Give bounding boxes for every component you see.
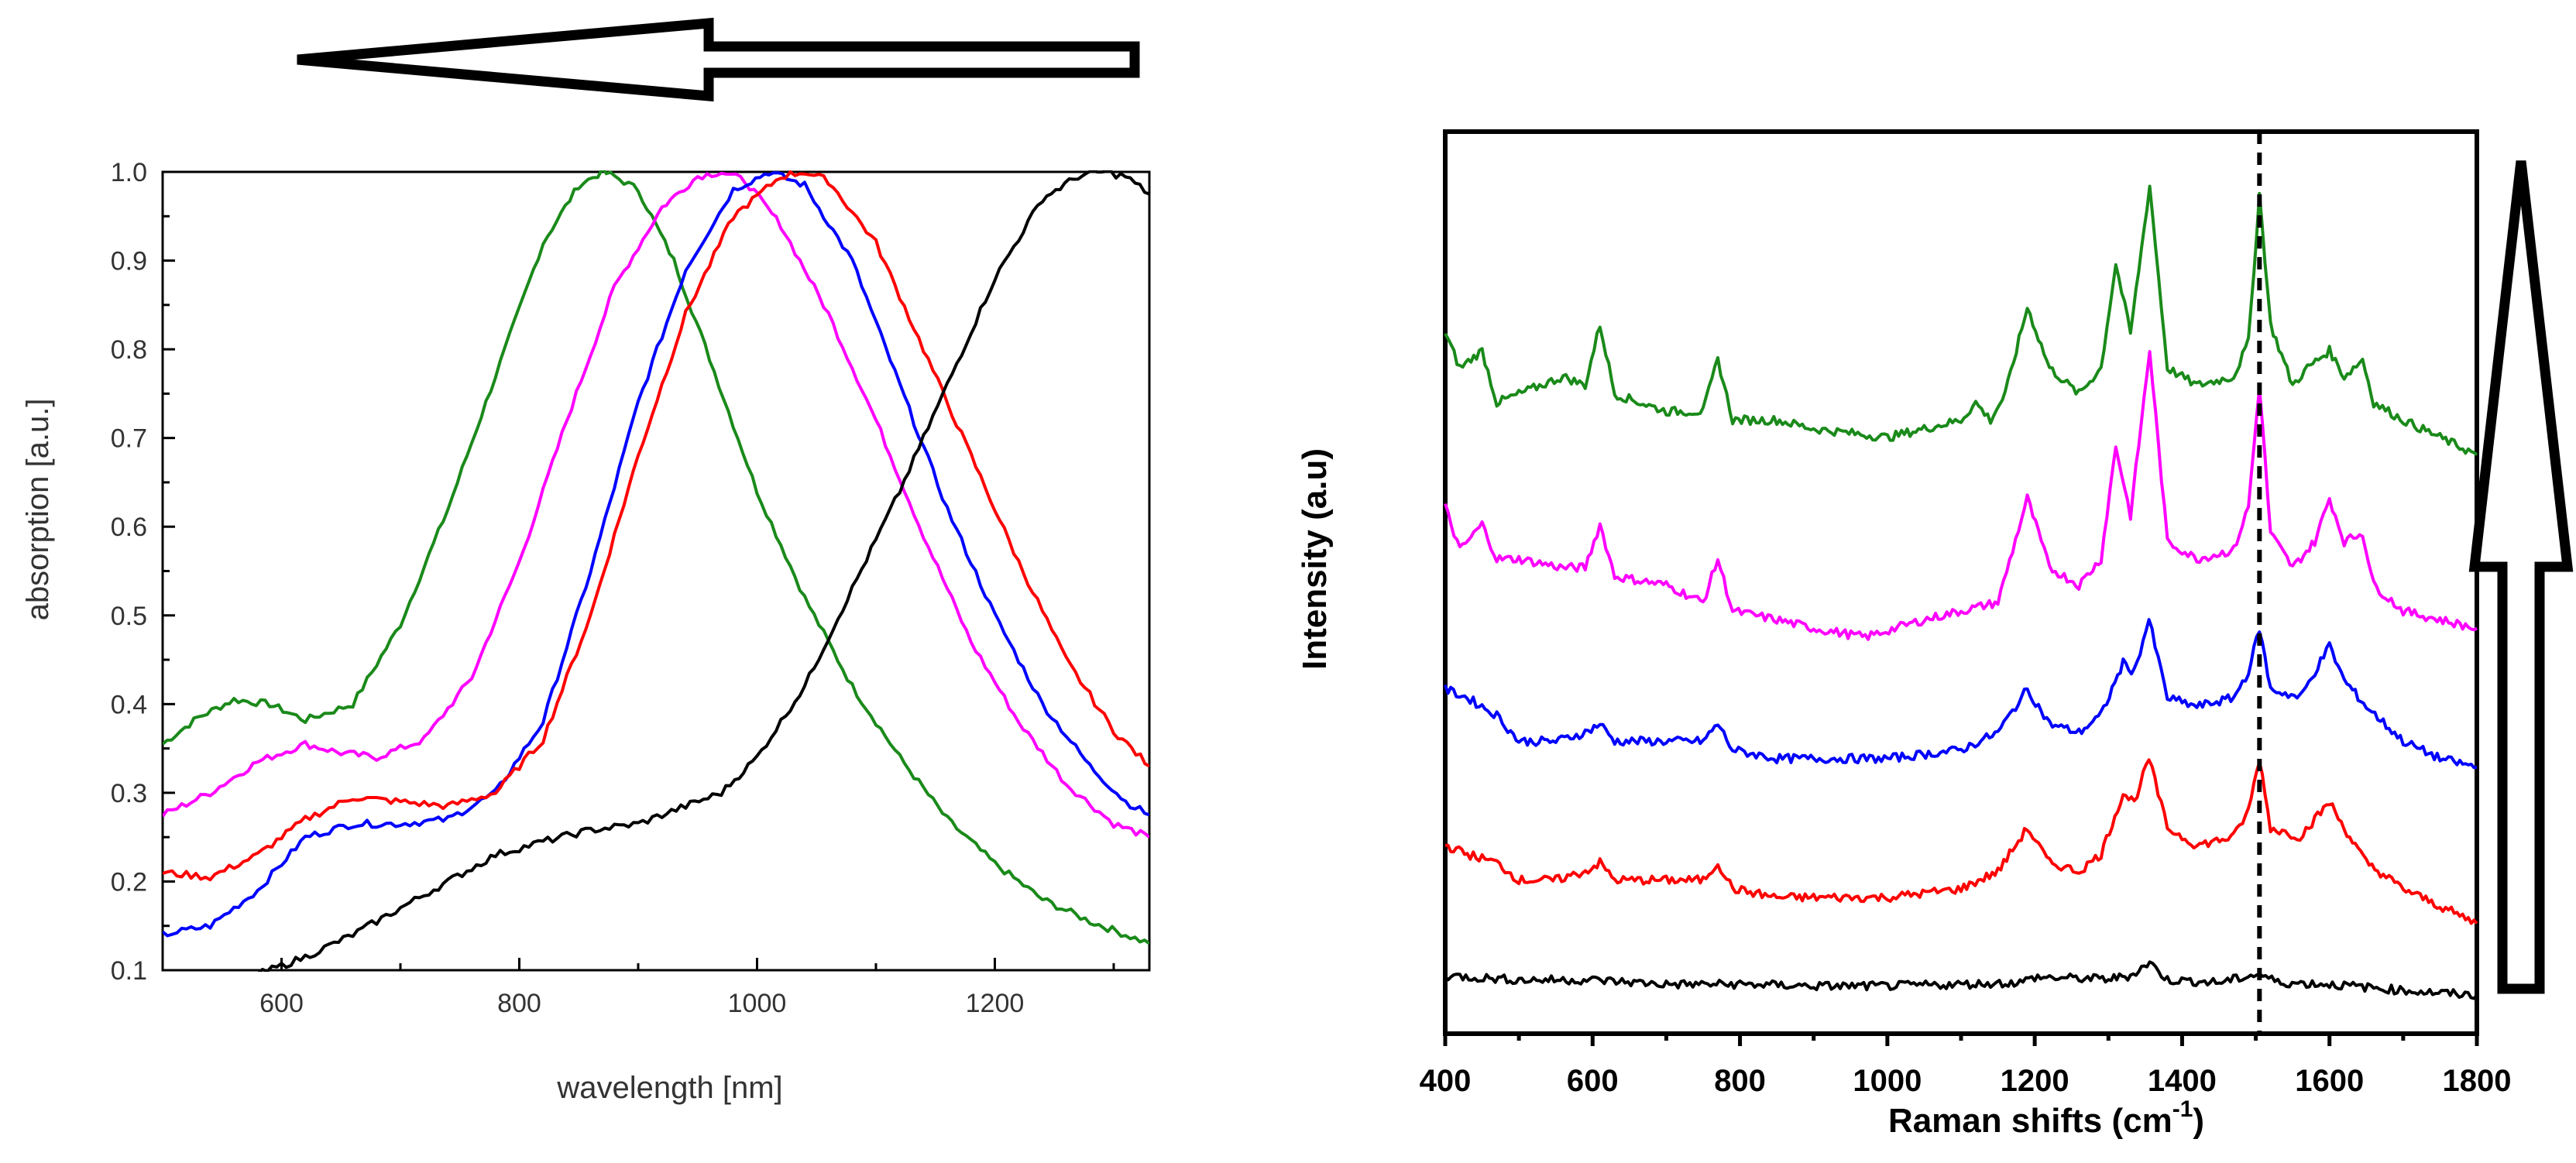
absorption-series-red: [163, 170, 1149, 882]
absorption-y-tick-label: 0.6: [111, 513, 147, 542]
left-arrow-icon: [297, 17, 1140, 102]
absorption-y-tick-label: 0.5: [111, 602, 147, 631]
absorption-series-group: [163, 170, 1149, 972]
absorption-y-tick-label: 0.1: [111, 956, 147, 986]
raman-x-tick-label: 400: [1420, 1064, 1472, 1098]
raman-chart-frame: [1443, 129, 2479, 1036]
absorption-x-tick-label: 1200: [966, 989, 1025, 1018]
raman-series-red: [1444, 758, 2478, 925]
raman-series-green: [1444, 184, 2478, 456]
absorption-y-tick-label: 0.9: [111, 247, 147, 276]
absorption-series-magenta: [163, 171, 1149, 839]
raman-x-tick-label: 1000: [1853, 1064, 1922, 1098]
raman-series-black: [1444, 960, 2478, 1000]
raman-chart-axes: [1443, 129, 2479, 1036]
raman-series-magenta: [1444, 350, 2478, 641]
raman-x-tick-label: 1600: [2295, 1064, 2364, 1098]
absorption-y-tick-label: 0.2: [111, 867, 147, 897]
absorption-y-axis-label: absorption [a.u.]: [21, 399, 55, 621]
raman-x-axis-label-superscript: -1: [2172, 1096, 2193, 1122]
absorption-series-green: [163, 170, 1149, 945]
raman-series-blue: [1444, 618, 2478, 770]
absorption-series-blue: [163, 171, 1149, 938]
raman-x-tick-label: 1800: [2443, 1064, 2512, 1098]
absorption-x-tick-label: 600: [259, 989, 304, 1018]
raman-x-tick-label: 1400: [2148, 1064, 2217, 1098]
absorption-y-tick-label: 0.7: [111, 424, 147, 454]
raman-x-axis-label-suffix: ): [2193, 1102, 2204, 1140]
absorption-x-axis-label: wavelength [nm]: [556, 1071, 782, 1105]
absorption-x-axis: 600 800 1000 1200: [259, 958, 1115, 1018]
raman-x-axis-label-main: Raman shifts (cm: [1888, 1102, 2172, 1140]
absorption-y-tick-label: 1.0: [111, 158, 147, 187]
raman-x-tick-label: 1200: [2001, 1064, 2069, 1098]
absorption-y-axis: 0.1 0.2 0.3 0.4 0.5 0.6 0.7 0.8 0.9 1.0: [111, 158, 175, 986]
absorption-x-tick-label: 1000: [728, 989, 787, 1018]
absorption-x-tick-label: 800: [497, 989, 541, 1018]
absorption-y-tick-label: 0.8: [111, 335, 147, 365]
absorption-y-tick-label: 0.4: [111, 690, 147, 719]
raman-series-group: [1444, 184, 2478, 1000]
absorption-chart: 600 800 1000 1200 0.10.20.30.40.50.60.70.80…: [21, 158, 1151, 1105]
raman-x-tick-label: 800: [1714, 1064, 1766, 1098]
absorption-series-black: [257, 170, 1149, 972]
raman-x-axis: 400 600 800 1000 1200 1400 1600 1800: [1420, 1034, 2512, 1098]
up-arrow-icon: [2468, 160, 2574, 994]
raman-x-tick-label: 600: [1567, 1064, 1619, 1098]
absorption-chart-frame: [161, 170, 1151, 972]
absorption-y-tick-label: 0.3: [111, 779, 147, 808]
raman-x-axis-label: Raman shifts (cm-1): [1888, 1096, 2204, 1140]
raman-y-axis-label: Intensity (a.u): [1296, 448, 1334, 670]
raman-chart: 400 600 800 1000 1200 1400 1600 1800 Raman shif…: [1296, 129, 2512, 1140]
